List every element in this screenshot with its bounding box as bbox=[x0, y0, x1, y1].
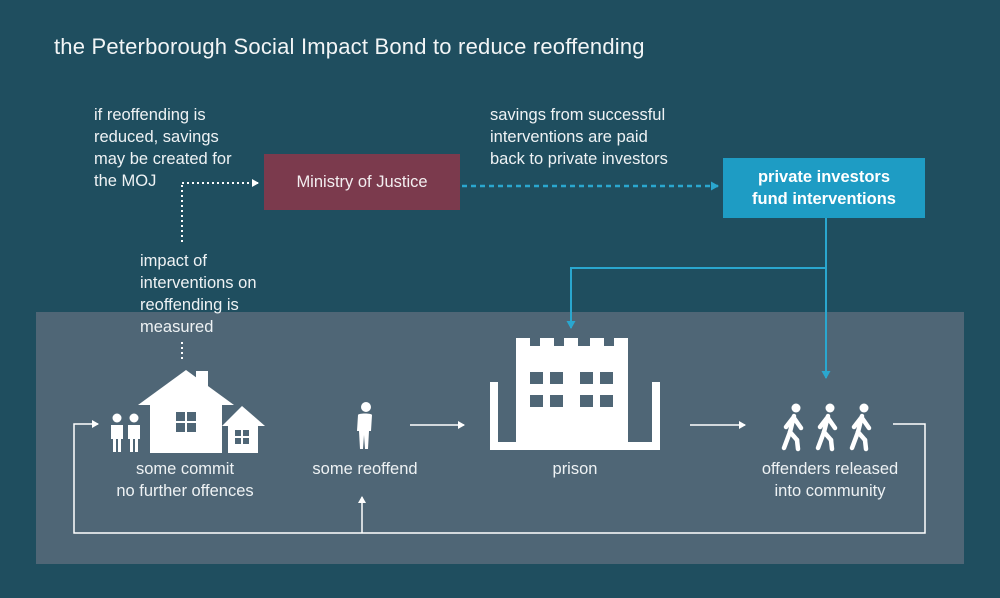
private-investors-box: private investors fund interventions bbox=[723, 158, 925, 218]
note-savings-moj: if reoffending is reduced, savings may b… bbox=[94, 106, 232, 190]
people-icon bbox=[111, 413, 140, 452]
private-investors-label: private investors fund interventions bbox=[752, 168, 896, 208]
prison-icon bbox=[490, 338, 660, 450]
impact-measured-connector bbox=[181, 179, 259, 360]
person-icon bbox=[357, 402, 372, 449]
community-cycle-loop bbox=[73, 420, 926, 534]
label-prison: prison bbox=[552, 460, 598, 478]
note-impact-measured: impact of interventions on reoffending i… bbox=[140, 252, 257, 336]
label-some-reoffend: some reoffend bbox=[312, 460, 418, 478]
note-savings-investors: savings from successful interventions ar… bbox=[490, 106, 668, 168]
funding-arrows bbox=[566, 218, 831, 379]
ministry-of-justice-box: Ministry of Justice bbox=[264, 154, 460, 210]
diagram-title: the Peterborough Social Impact Bond to r… bbox=[54, 34, 645, 59]
house-icon bbox=[138, 370, 265, 453]
walking-people-icon bbox=[781, 403, 872, 452]
ministry-of-justice-label: Ministry of Justice bbox=[296, 172, 428, 191]
label-offenders-released: offenders released into community bbox=[761, 460, 899, 500]
label-no-further-offences: some commit no further offences bbox=[116, 460, 254, 500]
